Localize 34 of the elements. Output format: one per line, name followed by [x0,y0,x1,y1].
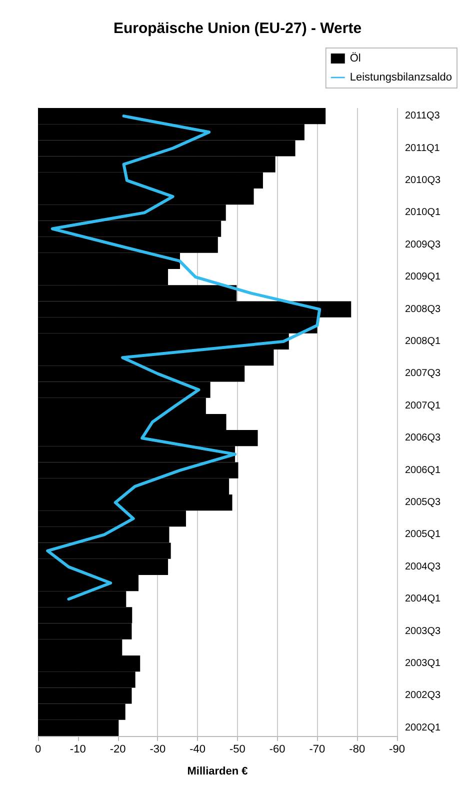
y-tick-label: 2009Q1 [405,272,442,283]
y-tick-label: 2011Q3 [405,110,440,122]
y-tick-label: 2002Q3 [405,690,442,702]
x-tick-label: -70 [309,744,326,756]
y-tick-label: 2010Q3 [405,174,442,186]
x-axis-title: Milliarden € [187,766,248,778]
x-tick-label: -60 [269,744,286,756]
y-tick-label: 2005Q3 [405,497,442,508]
y-tick-label: 2002Q1 [405,722,442,734]
x-tick-label: -90 [389,744,405,756]
y-tick-label: 2003Q1 [405,658,442,670]
y-tick-label: 2009Q3 [405,239,442,250]
x-tick-label: -50 [229,744,246,756]
x-tick-label: -40 [190,744,206,756]
y-tick-label: 2006Q1 [405,464,442,476]
legend-label: Leistungsbilanzsaldo [350,72,452,84]
y-tick-label: 2008Q1 [405,336,442,347]
y-tick-label: 2003Q3 [405,626,442,637]
y-tick-label: 2008Q3 [405,304,442,315]
y-tick-label: 2011Q1 [405,142,440,154]
y-tick-label: 2010Q1 [405,207,442,218]
legend-label: Öl [350,52,361,64]
chart-title: Europäische Union (EU-27) - Werte [113,20,362,37]
y-tick-label: 2007Q1 [405,400,442,412]
y-tick-label: 2004Q3 [405,561,442,572]
y-tick-label: 2006Q3 [405,432,442,444]
y-tick-label: 2007Q3 [405,368,442,380]
x-tick-label: -10 [70,744,86,756]
x-tick-label: -20 [110,744,126,756]
x-tick-label: -30 [150,744,166,756]
y-tick-label: 2004Q1 [405,594,442,605]
y-tick-label: 2005Q1 [405,529,442,540]
x-tick-label: 0 [34,744,42,756]
x-tick-label: -80 [349,744,366,756]
